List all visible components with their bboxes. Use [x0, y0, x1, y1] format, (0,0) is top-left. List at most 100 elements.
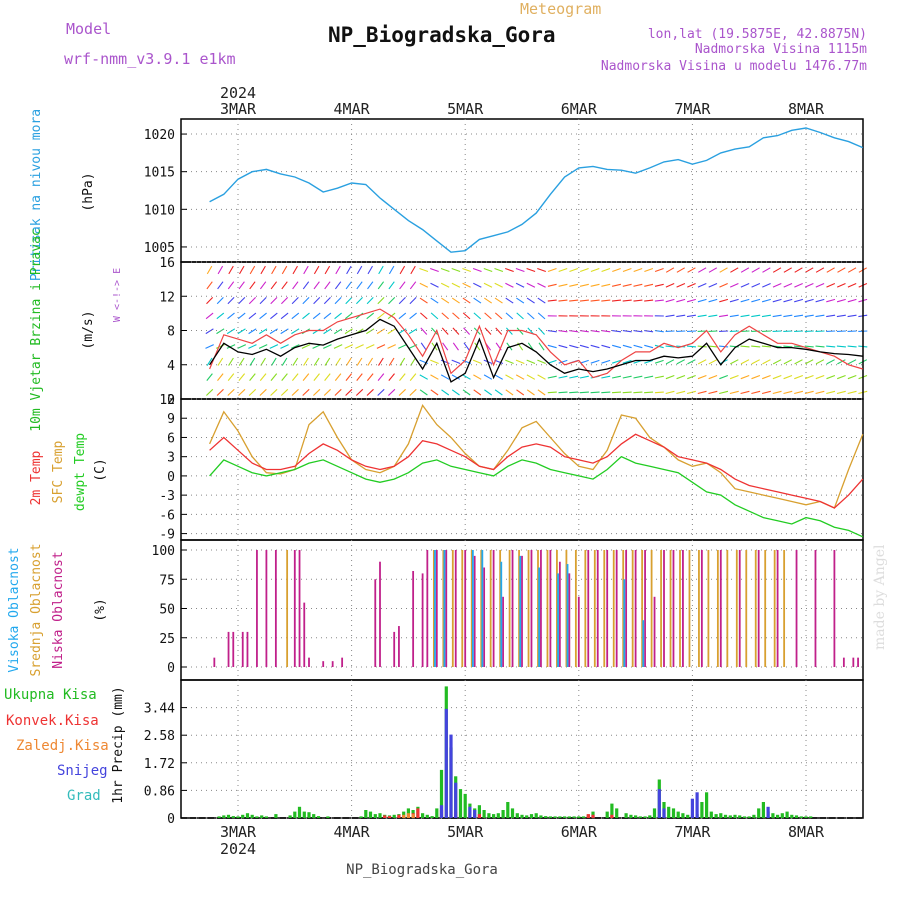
wind-arrow: [547, 391, 557, 394]
precip-bar: [364, 810, 368, 818]
precip-bar: [586, 814, 590, 818]
wind-arrow: [408, 328, 418, 335]
bottom-date-label: 7MAR: [674, 823, 711, 841]
wind-arrow: [410, 265, 416, 275]
wind-arrow: [783, 267, 792, 273]
wind-arrow: [292, 281, 299, 290]
wind-arrow: [324, 373, 331, 381]
wind-arrow: [729, 390, 739, 395]
wind-arrow: [569, 267, 579, 273]
precip-bar: [525, 815, 529, 818]
pressure-line: [209, 127, 864, 253]
precip-bar: [610, 814, 614, 818]
wind-arrow: [494, 312, 503, 320]
wind-arrow: [676, 359, 685, 365]
wind-arrow: [697, 282, 707, 288]
precip-bar: [463, 793, 467, 818]
precip-bar: [236, 816, 240, 818]
wind-arrow: [708, 298, 718, 303]
wind-arrow: [526, 389, 535, 396]
wind-arrow: [804, 345, 814, 348]
wind-arrow: [644, 391, 654, 394]
wind-arrow: [547, 330, 557, 333]
top-date-label: 3MAR: [220, 100, 257, 118]
wind-arrow: [751, 298, 761, 303]
precip-panel: 0 0.86 1.72 2.58 3.44: [144, 679, 864, 827]
cloud-panel: 0 25 50 75 100: [152, 539, 864, 681]
wind-arrow: [537, 297, 546, 304]
wind-arrow: [206, 373, 213, 381]
wind-arrow: [740, 390, 750, 395]
precip-ytick-label: 1.72: [144, 757, 175, 772]
precip-bar: [378, 813, 382, 818]
wind-arrow: [729, 282, 739, 288]
wind-arrow: [761, 298, 771, 303]
wind-arrow: [847, 390, 857, 395]
wind-arrow: [280, 388, 289, 396]
wind-arrow: [302, 388, 310, 396]
precip-bar: [681, 813, 685, 818]
bottom-date-label: 8MAR: [788, 823, 825, 841]
wind-arrow: [622, 283, 632, 287]
wind-arrow: [365, 344, 375, 349]
precip-bar: [766, 806, 770, 818]
wind-arrow: [227, 312, 235, 320]
precip-bar: [700, 802, 704, 818]
wind-arrow: [794, 298, 804, 303]
wind-arrow: [452, 327, 460, 335]
wind-arrow: [334, 297, 342, 305]
precip-bar: [402, 814, 406, 818]
wind-arrow: [377, 388, 385, 396]
wind-arrow: [826, 359, 835, 365]
wind-arrow: [313, 388, 321, 396]
precip-bar: [761, 802, 765, 818]
precip-bar: [634, 815, 638, 818]
wind-arrow: [378, 265, 384, 275]
wind-arrow: [259, 328, 268, 335]
wind-arrow: [644, 267, 654, 273]
wind-arrow: [206, 265, 213, 275]
wind-arrow: [505, 327, 513, 335]
wind-arrow: [847, 282, 857, 288]
wind-arrow: [398, 297, 406, 305]
precip-bar: [690, 798, 694, 818]
wind-arrow: [248, 388, 257, 396]
bottom-year-label: 2024: [220, 840, 256, 858]
wind-arrow: [291, 328, 300, 335]
wind-arrow: [280, 312, 289, 320]
wind-arrow: [665, 374, 675, 380]
wind-arrow: [719, 314, 729, 318]
sfc-temp-ylabel: SFC Temp: [51, 441, 66, 504]
precip-bar: [264, 816, 268, 818]
wind-arrow: [227, 281, 235, 290]
wind-arrow: [847, 345, 857, 348]
precip-bar: [605, 811, 609, 818]
wind-arrow: [345, 388, 353, 396]
temp-unit: (C): [93, 458, 108, 481]
wind-arrow: [633, 283, 643, 287]
wind-arrow: [547, 283, 557, 287]
wind-arrow: [665, 390, 675, 395]
pressure-ytick-label: 1010: [144, 203, 175, 218]
precip-bar: [563, 816, 567, 818]
precip-frame: [180, 679, 864, 819]
precip-bar: [652, 808, 657, 818]
wind-arrow: [259, 297, 267, 305]
precip-ytick-label: 3.44: [144, 702, 175, 717]
wind-arrow: [313, 373, 320, 381]
wind-arrow: [740, 282, 750, 288]
wind-arrow: [216, 312, 225, 320]
wind-arrow: [804, 298, 814, 303]
precip-bar: [695, 792, 699, 818]
precip-bar: [572, 816, 576, 818]
precip-ytick-label: 0.86: [144, 784, 175, 799]
precip-bar: [430, 816, 434, 818]
wind-arrow: [334, 312, 342, 320]
wind-arrow: [622, 359, 632, 364]
wind-arrow: [633, 391, 643, 394]
watermark: made by Angel: [872, 544, 888, 650]
precip-bar: [771, 813, 775, 818]
wind-arrow: [473, 312, 482, 320]
wind-ylabel: 10m Vjetar Brzina i Pravac: [29, 228, 44, 432]
wind-arrow: [579, 299, 589, 302]
